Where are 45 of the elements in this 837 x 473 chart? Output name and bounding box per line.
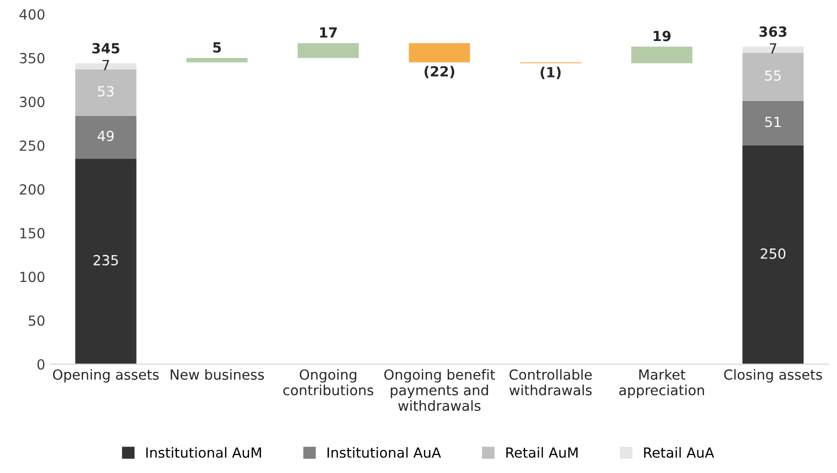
x-tick-label: New business (170, 369, 264, 380)
y-tick-label: 400 (20, 9, 44, 20)
data-label: 51 (765, 116, 781, 128)
y-tick-label: 0 (37, 359, 44, 370)
data-label: 17 (320, 27, 337, 38)
x-tick-label: Closing assets (724, 369, 822, 383)
x-tick-label: Controllable withdrawals (509, 369, 592, 396)
bar (742, 52, 804, 101)
legend-label: Retail AuM (506, 447, 578, 458)
y-tick-label: 250 (20, 140, 44, 151)
x-tick-label: Opening assets (53, 369, 159, 383)
x-tick-label: Ongoing contributions (283, 369, 374, 396)
data-label: 55 (765, 70, 781, 81)
legend-label: Institutional AuA (328, 447, 441, 458)
data-label: 250 (760, 248, 786, 259)
data-label: 49 (98, 130, 114, 142)
bar (742, 100, 804, 146)
bar (742, 145, 804, 364)
bar (298, 43, 359, 58)
y-tick-label: 300 (20, 96, 44, 108)
data-label: 235 (94, 254, 118, 266)
y-tick-label: 350 (20, 52, 44, 64)
data-label: (1) (540, 66, 561, 80)
data-label: 53 (98, 86, 114, 97)
y-tick-label: 100 (20, 272, 44, 282)
y-tick-label: 50 (28, 315, 44, 326)
data-label: 7 (102, 60, 110, 70)
bar (75, 116, 136, 159)
y-tick-label: 200 (20, 184, 44, 195)
legend-label: Institutional AuM (146, 447, 261, 458)
bar (631, 46, 692, 64)
legend-label: Retail AuA (644, 447, 714, 458)
data-label: 5 (213, 42, 221, 53)
bar (75, 69, 136, 116)
total-label: 363 (759, 26, 786, 37)
bar (408, 43, 470, 62)
data-label: (22) (424, 66, 454, 78)
x-tick-label: Ongoing benefit payments and withdrawals (384, 369, 496, 411)
data-label: 7 (770, 43, 776, 54)
y-tick-label: 150 (20, 228, 44, 238)
bar (186, 58, 248, 62)
total-label: 345 (92, 42, 120, 54)
bar (75, 158, 136, 364)
data-label: 19 (654, 30, 671, 42)
x-tick-label: Market appreciation (619, 369, 704, 398)
